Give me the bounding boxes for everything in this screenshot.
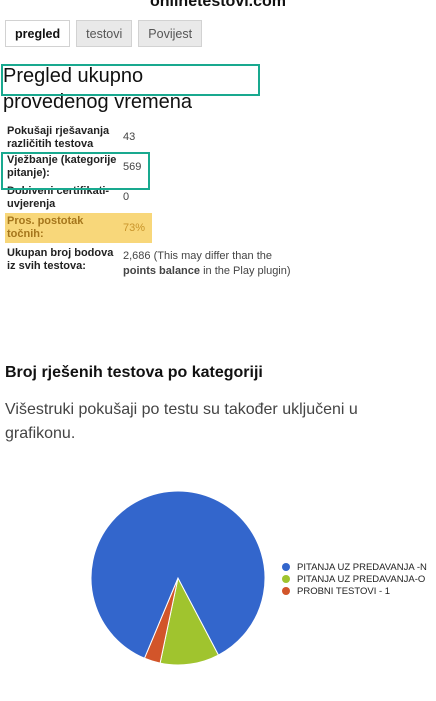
stat-value: 569 — [123, 160, 142, 173]
stat-value: 2,686 (This may differ than the points b… — [120, 245, 291, 279]
stat-label: Pokušaji rješavanja različitih testova — [7, 124, 110, 150]
legend-item[interactable]: PROBNI TESTOVI - 1 — [282, 585, 427, 597]
legend-color-dot — [282, 575, 290, 583]
points-text: 2,686 (This may differ than the — [123, 250, 272, 262]
legend-label: PITANJA UZ PREDAVANJA-O — [297, 573, 426, 585]
category-heading: Broj rješenih testova po kategoriji — [5, 364, 263, 381]
legend-item[interactable]: PITANJA UZ PREDAVANJA -N — [282, 561, 427, 573]
stat-value: 0 — [123, 191, 130, 203]
category-description: Višestruki pokušaji po testu su također … — [5, 401, 358, 442]
legend-color-dot — [282, 563, 290, 571]
tab-bar: pregled testovi Povijest — [5, 20, 203, 47]
tab-testovi[interactable]: testovi — [76, 20, 133, 47]
legend-label: PITANJA UZ PREDAVANJA -N — [297, 561, 427, 573]
legend-label: PROBNI TESTOVI - 1 — [297, 585, 391, 597]
url-bar: onlinetestovi.com — [149, 0, 287, 10]
stat-label: Ukupan broj bodova iz svih testova: — [7, 247, 114, 272]
practice-highlight-box — [1, 152, 150, 190]
stat-row-practice: Vježbanje (kategorije pitanje): 569 — [5, 152, 335, 182]
points-suffix: in the Play plugin) — [203, 265, 291, 277]
stat-row-certificates: Dobiveni certifikati-uvjerenja 0 — [5, 182, 335, 213]
stat-row-attempts: Pokušaji rješavanja različitih testova 4… — [5, 123, 335, 152]
stat-value: 43 — [123, 131, 136, 143]
pie-chart — [90, 490, 266, 666]
stat-label: Pros. postotak točnih: — [7, 215, 84, 240]
page-title: Pregled ukupno provedenog vremena — [3, 65, 193, 113]
points-balance-emphasis: points balance — [123, 265, 201, 277]
stat-row-average-score: Pros. postotak točnih: 73% — [5, 213, 152, 243]
tab-pregled[interactable]: pregled — [5, 20, 71, 47]
title-highlight-box — [1, 64, 260, 96]
chart-legend: PITANJA UZ PREDAVANJA -N PITANJA UZ PREDA… — [282, 561, 427, 597]
stats-table: Pokušaji rješavanja različitih testova 4… — [5, 123, 335, 290]
stat-row-total-points: Ukupan broj bodova iz svih testova: 2,68… — [5, 243, 335, 290]
stat-value: 73% — [123, 221, 146, 234]
stat-label: Vježbanje (kategorije pitanje): — [7, 154, 117, 179]
tab-povijest[interactable]: Povijest — [138, 20, 203, 47]
legend-item[interactable]: PITANJA UZ PREDAVANJA-O — [282, 573, 427, 585]
stat-label: Dobiveni certifikati-uvjerenja — [7, 184, 110, 210]
pie-slice[interactable] — [90, 490, 266, 659]
legend-color-dot — [282, 587, 290, 595]
